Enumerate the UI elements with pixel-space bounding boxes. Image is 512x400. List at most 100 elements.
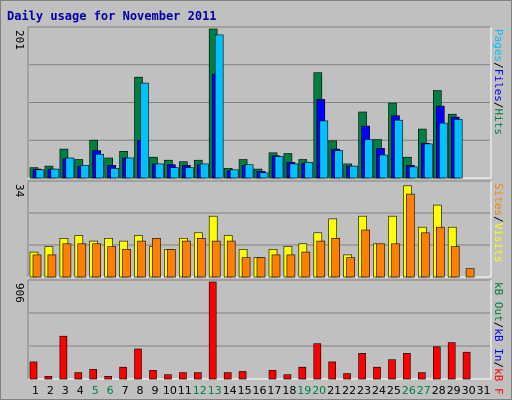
bar-pages-day-26 (409, 166, 418, 179)
bar-pages-day-17 (274, 156, 284, 179)
bar-sites-day-8 (137, 240, 146, 278)
bar-sites-day-30 (465, 268, 475, 278)
bar-sites-day-1 (32, 254, 42, 278)
panel-legend: Pages/Files/Hits (492, 29, 505, 135)
x-tick-label: 30 (462, 384, 476, 397)
bar-kb-f-day-10 (164, 374, 172, 380)
bar-kb-f-day-1 (29, 361, 38, 380)
bar-pages-day-11 (185, 167, 194, 179)
bar-sites-day-5 (92, 243, 101, 278)
y-max-label: 201 (13, 30, 26, 50)
bar-sites-day-13 (211, 240, 221, 278)
x-tick-label: 27 (417, 384, 431, 397)
bar-sites-day-11 (182, 240, 191, 278)
bar-sites-day-9 (152, 238, 161, 278)
bar-pages-day-19 (304, 162, 314, 179)
bar-pages-day-15 (244, 164, 254, 179)
legend-entry: / (492, 216, 505, 223)
legend-entry: / (492, 322, 505, 329)
bar-pages-day-6 (110, 168, 119, 179)
bar-pages-day-2 (50, 168, 60, 179)
x-tick-label: 13 (208, 384, 222, 397)
bar-sites-day-17 (271, 254, 281, 278)
bar-pages-day-1 (35, 169, 45, 179)
x-tick-label: 1 (32, 384, 39, 397)
bar-sites-day-22 (346, 257, 355, 278)
bar-pages-day-22 (349, 165, 358, 179)
bar-kb-f-day-22 (343, 373, 351, 380)
panel-legend: Sites/Visits (492, 183, 505, 263)
bar-pages-day-20 (319, 120, 329, 179)
bar-pages-day-8 (140, 82, 149, 179)
bar-pages-day-10 (170, 167, 179, 179)
bar-sites-day-14 (226, 240, 236, 278)
x-tick-label: 24 (372, 384, 386, 397)
legend-entry: kB Out (492, 282, 505, 322)
bar-sites-day-27 (420, 232, 430, 278)
x-tick-label: 8 (137, 384, 144, 397)
bar-sites-day-2 (47, 254, 57, 278)
bar-kb-f-day-26 (403, 352, 411, 380)
bar-kb-f-day-3 (59, 335, 68, 380)
bar-kb-f-day-2 (44, 375, 53, 380)
legend-entry: Pages (492, 29, 505, 62)
bar-sites-day-20 (316, 240, 326, 278)
legend-entry: kB In (492, 328, 505, 361)
chart-title: Daily usage for November 2011 (7, 9, 217, 23)
x-tick-label: 11 (178, 384, 192, 397)
legend-entry: kB F (492, 368, 505, 395)
bar-pages-day-21 (334, 150, 344, 179)
legend-entry: Hits (492, 109, 505, 136)
bar-sites-day-25 (391, 243, 400, 278)
bar-kb-f-day-7 (119, 366, 127, 380)
bar-sites-day-6 (107, 246, 116, 278)
bar-kb-f-day-4 (74, 372, 83, 380)
bar-kb-f-day-6 (104, 375, 112, 380)
bar-pages-day-24 (379, 154, 388, 179)
bar-kb-f-day-15 (238, 371, 247, 380)
bar-pages-day-13 (214, 34, 224, 179)
x-tick-label: 19 (297, 384, 311, 397)
x-tick-label: 6 (107, 384, 114, 397)
x-tick-label: 22 (342, 384, 356, 397)
bar-kb-f-day-30 (462, 351, 471, 380)
bar-pages-day-4 (80, 165, 90, 179)
bar-sites-day-15 (241, 257, 251, 278)
x-tick-label: 28 (432, 384, 446, 397)
bar-kb-f-day-11 (179, 372, 187, 380)
x-tick-label: 21 (327, 384, 341, 397)
bar-sites-day-4 (77, 243, 87, 278)
bar-kb-f-day-9 (149, 370, 157, 380)
legend-entry: Files (492, 69, 505, 102)
bar-sites-day-19 (301, 251, 311, 278)
bar-kb-f-day-5 (89, 369, 97, 380)
bar-pages-day-12 (200, 163, 209, 179)
bar-pages-day-18 (289, 163, 299, 179)
legend-entry: / (492, 362, 505, 369)
bar-pages-day-23 (364, 139, 373, 179)
x-tick-label: 2 (47, 384, 54, 397)
bar-pages-day-28 (438, 122, 448, 179)
x-tick-label: 18 (282, 384, 296, 397)
bar-sites-day-26 (406, 193, 415, 278)
bar-kb-f-day-28 (432, 346, 441, 380)
bar-sites-day-24 (376, 243, 385, 278)
x-tick-label: 4 (77, 384, 84, 397)
bar-kb-f-day-12 (194, 372, 202, 380)
bar-pages-day-25 (394, 119, 403, 179)
bar-pages-day-29 (453, 119, 463, 179)
x-tick-label: 31 (477, 384, 491, 397)
legend-entry: / (492, 102, 505, 109)
bar-sites-day-21 (331, 238, 341, 278)
bar-sites-day-7 (122, 249, 131, 278)
bar-sites-day-16 (256, 257, 266, 278)
x-tick-label: 5 (92, 384, 99, 397)
x-tick-label: 16 (253, 384, 267, 397)
bar-kb-f-day-24 (373, 366, 381, 380)
bar-kb-f-day-8 (134, 348, 142, 380)
bar-kb-f-day-13 (208, 281, 217, 380)
bar-kb-f-day-21 (328, 361, 337, 380)
x-tick-label: 26 (402, 384, 416, 397)
bar-sites-day-28 (435, 226, 445, 278)
